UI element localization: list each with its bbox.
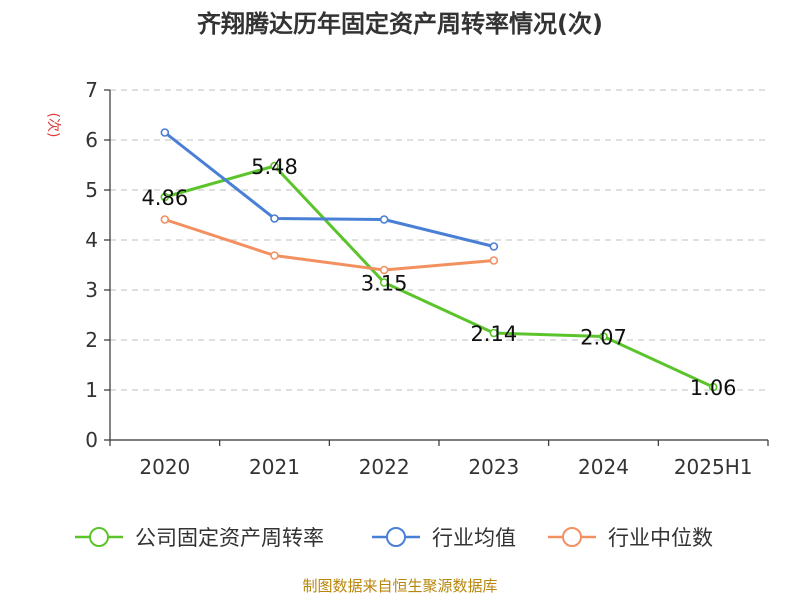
data-label: 1.06 <box>690 376 737 400</box>
data-point <box>708 382 718 392</box>
data-point <box>160 215 170 224</box>
data-point <box>270 251 279 260</box>
y-tick-label: 4 <box>85 228 98 252</box>
data-point <box>160 192 170 202</box>
x-tick-label: 2025H1 <box>674 455 753 479</box>
y-tick-label: 5 <box>85 178 98 202</box>
data-point <box>270 161 279 171</box>
series-line-1 <box>163 131 495 248</box>
y-tick-label: 0 <box>85 428 98 452</box>
data-label: 4.86 <box>141 186 188 210</box>
chart-title: 齐翔腾达历年固定资产周转率情况(次) <box>197 10 603 38</box>
source-note: 制图数据来自恒生聚源数据库 <box>302 577 497 595</box>
legend-marker <box>386 527 406 547</box>
data-point <box>489 256 499 265</box>
data-point <box>379 278 389 287</box>
x-tick-label: 2024 <box>578 455 629 479</box>
data-label: 5.48 <box>251 155 298 179</box>
x-tick-label: 2022 <box>359 455 410 479</box>
legend-marker <box>562 527 582 547</box>
y-tick-label: 1 <box>85 378 98 402</box>
data-point <box>489 328 499 338</box>
legend-item: 公司固定资产周转率 <box>75 526 324 550</box>
legend-label: 行业中位数 <box>608 526 713 550</box>
data-point <box>379 265 389 275</box>
series-line-2 <box>164 218 494 272</box>
legend-item: 行业中位数 <box>548 526 713 550</box>
y-tick-label: 3 <box>85 278 98 302</box>
data-label: 2.07 <box>580 326 627 350</box>
legend-marker <box>89 527 109 547</box>
data-point <box>599 332 608 341</box>
x-tick-label: 2023 <box>468 455 519 479</box>
x-tick-label: 2020 <box>139 455 190 479</box>
legend-item: 行业均值 <box>372 526 516 550</box>
y-tick-label: 7 <box>85 78 98 102</box>
data-point <box>489 242 499 251</box>
legend-label: 公司固定资产周转率 <box>135 526 324 550</box>
legend-label: 行业均值 <box>432 526 516 550</box>
data-point <box>379 215 389 224</box>
data-label: 3.15 <box>361 272 408 296</box>
data-point <box>270 214 279 223</box>
y-tick-label: 2 <box>85 328 98 352</box>
data-point <box>160 128 170 137</box>
x-tick-label: 2021 <box>249 455 300 479</box>
data-label: 2.14 <box>470 322 517 346</box>
y-tick-label: 6 <box>85 128 98 152</box>
y-axis-label: (次) <box>45 113 61 138</box>
series-line-0 <box>164 164 714 389</box>
